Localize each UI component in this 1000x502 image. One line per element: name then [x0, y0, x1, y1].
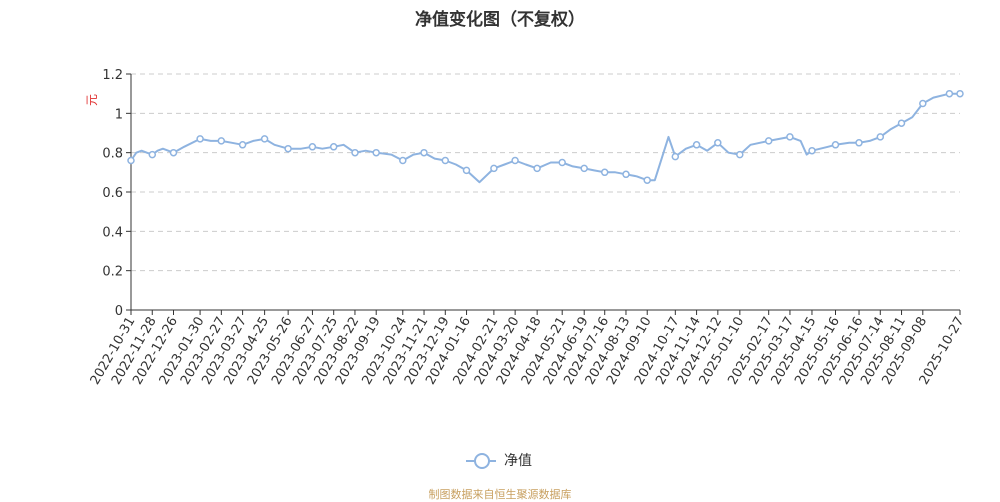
data-point [831, 141, 840, 149]
data-point [217, 137, 226, 145]
y-tick-labels: 0 0.2 0.4 0.6 0.8 1 1.2 [102, 68, 123, 319]
data-point [533, 164, 541, 173]
data-point [764, 137, 773, 145]
data-point [238, 141, 247, 149]
data-point [897, 119, 906, 127]
data-point [127, 156, 135, 165]
data-point [714, 139, 722, 147]
data-point [919, 99, 927, 108]
data-point [622, 170, 630, 179]
grid-lines [131, 73, 960, 272]
data-point [736, 150, 744, 159]
data-point [692, 141, 701, 149]
data-point [462, 166, 471, 175]
x-tick-labels: 2022-10-312022-11-282022-12-262023-01-30… [88, 315, 968, 388]
data-point [284, 144, 292, 153]
y-tick-label: 0 [115, 304, 123, 319]
data-point [511, 156, 519, 165]
data-point [148, 150, 157, 159]
legend-label: 净值 [504, 453, 532, 469]
data-point [600, 168, 609, 177]
data-point [441, 156, 450, 165]
data-point [956, 89, 964, 98]
data-point [329, 143, 338, 151]
data-point [308, 143, 317, 151]
data-point [945, 89, 954, 98]
data-point [786, 133, 794, 141]
y-tick-label: 0.8 [102, 147, 123, 162]
data-point [671, 152, 680, 161]
data-point [372, 148, 380, 157]
data-point [580, 164, 588, 173]
data-point [420, 148, 428, 157]
data-point [196, 135, 204, 143]
data-point [808, 146, 816, 155]
chart-title: 净值变化图（不复权） [415, 10, 585, 30]
data-point [855, 139, 863, 147]
data-point [169, 148, 178, 157]
legend[interactable]: 净值 [466, 450, 532, 470]
y-axis-label: 元 [85, 94, 99, 106]
data-source-note: 制图数据来自恒生聚源数据库 [428, 488, 572, 501]
series-line [130, 92, 960, 184]
y-tick-label: 1.2 [102, 68, 123, 83]
axes [126, 73, 961, 315]
data-point [351, 148, 359, 157]
y-tick-label: 1 [115, 107, 123, 122]
y-tick-label: 0.6 [102, 186, 123, 201]
y-tick-label: 0.2 [102, 265, 123, 280]
data-point [399, 156, 407, 165]
data-point [490, 164, 498, 173]
series-layer [127, 89, 964, 184]
legend-series-icon [466, 450, 496, 470]
data-point [260, 135, 269, 143]
data-point [558, 158, 566, 167]
y-tick-label: 0.4 [102, 225, 123, 240]
data-point [876, 133, 885, 141]
data-point [643, 176, 651, 184]
